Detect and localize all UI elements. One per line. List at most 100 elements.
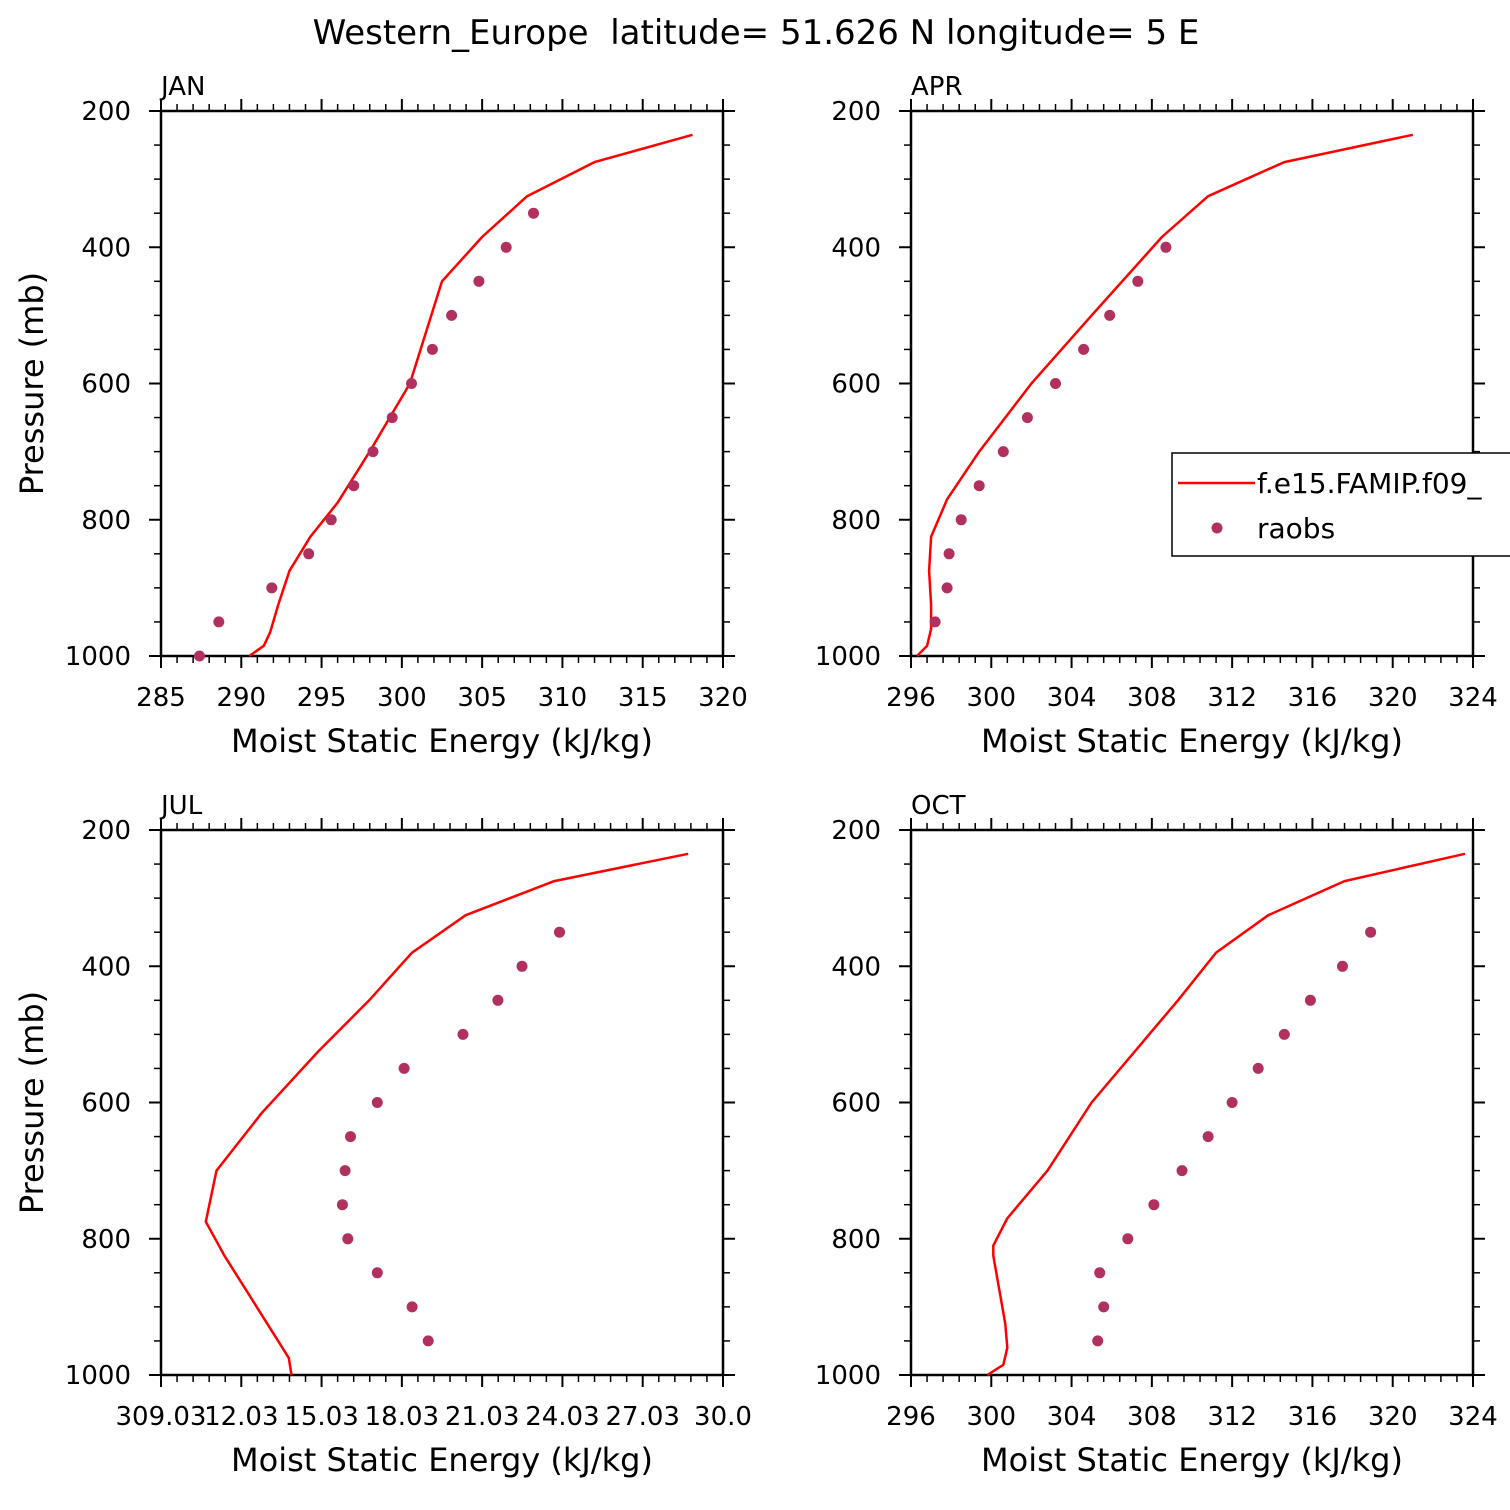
raobs-point — [1098, 1301, 1110, 1313]
x-tick-label: 24.03 — [525, 1402, 599, 1432]
raobs-point — [1160, 241, 1172, 253]
y-tick-label: 600 — [831, 1089, 881, 1119]
raobs-point — [1226, 1097, 1238, 1108]
y-tick-label: 400 — [831, 233, 881, 263]
raobs-point — [941, 582, 953, 594]
x-tick-label: 324 — [1448, 683, 1498, 713]
raobs-point — [973, 480, 985, 492]
x-axis-label: Moist Static Energy (kJ/kg) — [981, 722, 1403, 760]
raobs-point — [371, 1267, 383, 1279]
raobs-point — [943, 548, 955, 560]
raobs-point — [1050, 378, 1061, 389]
y-tick-label: 600 — [81, 1089, 131, 1119]
y-axis-label: Pressure (mb) — [13, 272, 51, 495]
x-tick-label: 310 — [538, 683, 588, 713]
raobs-point — [500, 241, 512, 253]
raobs-point — [1092, 1335, 1104, 1347]
model-profile-line — [204, 852, 689, 1376]
raobs-point — [1278, 1028, 1290, 1040]
x-tick-label: 12.03 — [204, 1402, 278, 1432]
raobs-point — [1132, 275, 1144, 287]
raobs-point — [1104, 309, 1116, 321]
raobs-point — [342, 1233, 354, 1245]
x-axis-label: Moist Static Energy (kJ/kg) — [231, 722, 653, 760]
raobs-point — [1148, 1199, 1160, 1211]
raobs-point — [554, 926, 565, 938]
raobs-point — [1304, 994, 1316, 1006]
raobs-point — [1122, 1233, 1134, 1245]
raobs-point — [386, 412, 398, 424]
raobs-point — [528, 207, 539, 219]
x-tick-label: 320 — [1368, 683, 1418, 713]
raobs-point — [1337, 960, 1348, 972]
x-tick-label: 27.03 — [605, 1402, 679, 1432]
legend-box — [1171, 452, 1510, 557]
raobs-point — [1021, 412, 1033, 424]
x-tick-label: 30.0 — [694, 1402, 752, 1432]
y-tick-label: 600 — [81, 370, 131, 400]
y-tick-label: 800 — [81, 506, 131, 536]
x-tick-label: 305 — [457, 683, 507, 713]
raobs-point — [371, 1097, 383, 1108]
figure-title: Western_Europe latitude= 51.626 N longit… — [313, 13, 1200, 53]
x-tick-label: 295 — [297, 683, 347, 713]
raobs-point — [213, 616, 225, 628]
x-tick-label: 304 — [1047, 683, 1097, 713]
x-tick-label: 316 — [1288, 683, 1338, 713]
y-tick-label: 200 — [81, 97, 131, 127]
raobs-point — [303, 548, 315, 560]
x-tick-label: 315 — [618, 683, 668, 713]
x-tick-label: 296 — [886, 1402, 936, 1432]
y-tick-label: 1000 — [815, 642, 881, 672]
x-tick-label: 285 — [136, 683, 186, 713]
raobs-point — [345, 1131, 356, 1143]
raobs-point — [1078, 343, 1090, 355]
x-tick-label: 290 — [216, 683, 266, 713]
y-tick-label: 400 — [81, 952, 131, 982]
raobs-point — [516, 960, 528, 972]
panel-jan: 285 290 295 300 305 310 315 320 200 400 600 800 1000… — [13, 72, 748, 760]
raobs-point — [955, 514, 967, 526]
x-tick-label: 320 — [698, 683, 748, 713]
raobs-point — [473, 275, 485, 287]
legend-marker-label: raobs — [1257, 512, 1335, 545]
model-profile-line — [248, 133, 693, 658]
model-profile-line — [986, 852, 1466, 1377]
x-tick-label: 308 — [1127, 1402, 1177, 1432]
raobs-point — [348, 480, 360, 492]
y-tick-label: 800 — [831, 1225, 881, 1255]
raobs-point — [446, 309, 458, 321]
y-tick-label: 200 — [831, 816, 881, 846]
x-tick-label: 312 — [1207, 1402, 1257, 1432]
y-tick-label: 1000 — [815, 1361, 881, 1391]
raobs-point — [325, 514, 337, 526]
y-tick-label: 1000 — [65, 642, 131, 672]
raobs-point — [266, 582, 278, 594]
y-tick-label: 400 — [81, 233, 131, 263]
x-tick-label: 320 — [1368, 1402, 1418, 1432]
raobs-point — [457, 1028, 469, 1040]
y-axis-label: Pressure (mb) — [13, 991, 51, 1214]
y-tick-label: 400 — [831, 952, 881, 982]
raobs-point — [1094, 1267, 1106, 1279]
legend-line-label: f.e15.FAMIP.f09_ — [1257, 467, 1482, 500]
raobs-point — [426, 343, 438, 355]
x-tick-label: 300 — [377, 683, 427, 713]
raobs-point — [398, 1062, 410, 1074]
raobs-point — [1176, 1165, 1188, 1177]
y-tick-label: 800 — [831, 506, 881, 536]
raobs-point — [194, 650, 205, 662]
panel-label-jul: JUL — [159, 791, 203, 821]
y-tick-label: 800 — [81, 1225, 131, 1255]
x-axis-label: Moist Static Energy (kJ/kg) — [231, 1441, 653, 1479]
raobs-point — [1202, 1131, 1214, 1143]
x-tick-label: 316 — [1288, 1402, 1338, 1432]
x-tick-label: 304 — [1047, 1402, 1097, 1432]
panel-label-oct: OCT — [911, 791, 966, 821]
panel-label-apr: APR — [911, 72, 963, 102]
x-tick-label: 296 — [886, 683, 936, 713]
x-tick-label: 309.03 — [116, 1402, 207, 1432]
y-tick-label: 200 — [81, 816, 131, 846]
